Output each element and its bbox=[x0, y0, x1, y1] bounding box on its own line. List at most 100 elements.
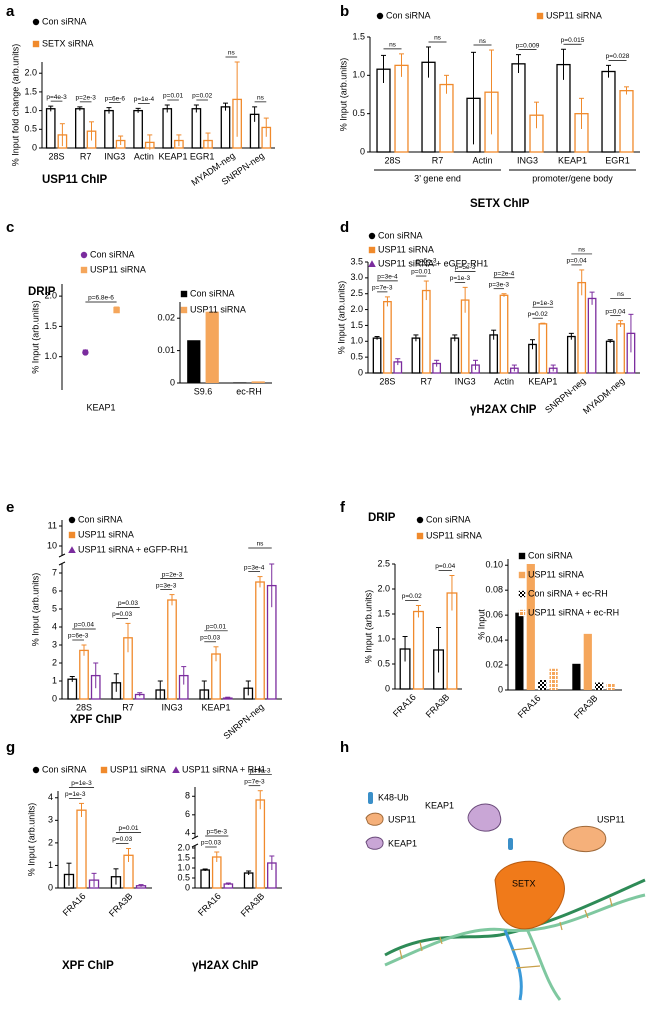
legend-marker bbox=[368, 232, 376, 240]
y-axis-label: % Input (arb.units) bbox=[363, 590, 373, 664]
p-value-label: p=6e-6 bbox=[105, 95, 126, 102]
y-tick-label: 0 bbox=[360, 146, 365, 156]
setx-shape bbox=[494, 860, 565, 930]
x-tick-label: R7 bbox=[80, 151, 92, 161]
bar bbox=[411, 337, 421, 374]
y-tick-label: 0.01 bbox=[157, 345, 175, 355]
diagram-label: KEAP1 bbox=[425, 800, 454, 810]
legend-marker bbox=[68, 516, 76, 524]
p-value-label: p=1e-3 bbox=[450, 275, 471, 282]
legend-marker bbox=[180, 306, 188, 314]
bar bbox=[394, 64, 409, 153]
y-axis-label: % Input (arb.units) bbox=[338, 58, 348, 132]
x-tick-label: ec-RH bbox=[236, 386, 262, 396]
y-axis-label: % Input bbox=[476, 609, 486, 640]
group-label: promoter/gene body bbox=[532, 173, 613, 183]
y-tick-label: 11 bbox=[48, 520, 57, 530]
bar bbox=[200, 869, 210, 889]
axis-break bbox=[191, 835, 199, 840]
p-value-label: p=0.01 bbox=[206, 624, 226, 631]
legend-label: USP11 siRNA bbox=[546, 10, 602, 20]
legend-label: KEAP1 bbox=[388, 838, 417, 848]
dna-strand bbox=[503, 929, 523, 1001]
legend-label: Con siRNA bbox=[386, 10, 431, 20]
legend-marker bbox=[376, 12, 384, 20]
x-tick-label: ING3 bbox=[104, 151, 125, 161]
legend-label: Con siRNA bbox=[42, 16, 87, 26]
p-value-label: p=6e-3 bbox=[68, 633, 89, 640]
y-tick-label: 6 bbox=[185, 809, 190, 819]
p-value-label: p=3e-4 bbox=[377, 274, 398, 281]
bar bbox=[549, 668, 558, 690]
p-value-label: p=0.03 bbox=[201, 840, 221, 847]
x-tick-label: Actin bbox=[134, 151, 154, 161]
x-tick-label: 28S bbox=[49, 151, 65, 161]
group-label: 3’ gene end bbox=[414, 173, 461, 183]
x-tick-label: KEAP1 bbox=[159, 151, 188, 161]
y-tick-label: 0 bbox=[185, 882, 190, 892]
y-tick-label: 0.5 bbox=[352, 108, 365, 118]
legend-marker bbox=[68, 546, 76, 553]
p-value-label: p=1e-3 bbox=[71, 780, 92, 787]
bar bbox=[489, 334, 499, 374]
x-tick-label: Actin bbox=[472, 155, 492, 165]
p-value-label: ns bbox=[479, 38, 487, 45]
y-tick-label: 2.5 bbox=[377, 558, 390, 568]
bar bbox=[162, 108, 173, 149]
p-value-label: p=0.01 bbox=[118, 825, 138, 832]
axis-break bbox=[58, 553, 66, 558]
bar bbox=[67, 678, 78, 700]
panel-label: b bbox=[340, 3, 349, 20]
bar bbox=[187, 340, 201, 383]
y-tick-label: 2.0 bbox=[377, 583, 390, 593]
legend-label: K48-Ub bbox=[378, 792, 409, 802]
bar bbox=[616, 323, 625, 374]
x-tick-label: 28S bbox=[76, 702, 92, 712]
legend-marker bbox=[100, 766, 108, 774]
p-value-label: ns bbox=[389, 42, 397, 49]
legend-label: USP11 siRNA bbox=[110, 764, 166, 774]
legend-label: Con siRNA + ec-RH bbox=[528, 588, 608, 598]
panel-label: g bbox=[6, 739, 15, 756]
p-value-label: ns bbox=[617, 291, 625, 298]
legend-label: Con siRNA bbox=[42, 764, 87, 774]
p-value-label: p=0.01 bbox=[411, 269, 431, 276]
bar bbox=[538, 680, 547, 690]
bar bbox=[383, 300, 392, 374]
y-tick-label: 1.0 bbox=[352, 70, 365, 80]
chart-title: XPF ChIP bbox=[70, 714, 122, 726]
p-value-label: p=0.015 bbox=[561, 37, 585, 44]
bar bbox=[421, 289, 431, 374]
x-tick-label: FRA3B bbox=[239, 891, 267, 919]
keap1-shape bbox=[467, 803, 502, 832]
y-tick-label: 2.0 bbox=[24, 68, 37, 78]
legend-label: Con siRNA bbox=[426, 514, 471, 524]
y-tick-label: 1.0 bbox=[44, 351, 57, 361]
p-value-label: p=0.01 bbox=[163, 93, 183, 100]
x-tick-label: 28S bbox=[384, 155, 400, 165]
x-tick-label: EGR1 bbox=[605, 155, 630, 165]
legend-marker bbox=[536, 12, 544, 20]
y-axis-label: % Input fold change (arb.units) bbox=[10, 44, 20, 167]
y-tick-label: 1.5 bbox=[377, 608, 390, 618]
p-value-label: p=0.02 bbox=[192, 93, 212, 100]
bar bbox=[577, 281, 587, 374]
diagram: K48-Ub USP11 KEAP1 KEAP1 USP11 SETX bbox=[365, 792, 646, 1001]
y-tick-label: 1.0 bbox=[177, 862, 190, 872]
y-tick-label: 0.10 bbox=[485, 560, 503, 570]
legend-label: USP11 siRNA + RH1 bbox=[182, 764, 266, 774]
y-tick-label: 5 bbox=[52, 603, 57, 613]
legend-marker bbox=[80, 266, 88, 274]
bar bbox=[233, 382, 247, 383]
y-tick-label: 0.02 bbox=[157, 313, 175, 323]
p-value-label: p=0.03 bbox=[200, 635, 220, 642]
x-tick-label: ING3 bbox=[161, 702, 182, 712]
x-tick-label: R7 bbox=[432, 155, 444, 165]
y-tick-label: 2 bbox=[52, 657, 57, 667]
bar bbox=[251, 381, 265, 383]
y-tick-label: 0 bbox=[52, 693, 57, 703]
bar bbox=[220, 106, 231, 149]
legend-marker bbox=[32, 40, 40, 48]
chart-title: γH2AX ChIP bbox=[470, 404, 537, 416]
usp11-shape bbox=[562, 825, 607, 853]
